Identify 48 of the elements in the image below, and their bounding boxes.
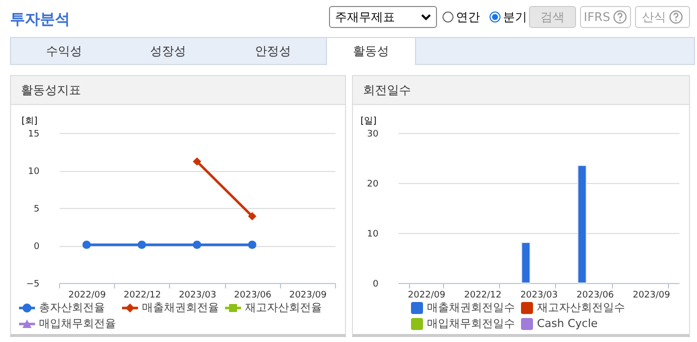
text: 산식 — [642, 8, 666, 26]
x-tick-label: 2023/03 — [178, 290, 216, 300]
x-tick-label: 2023/03 — [520, 290, 558, 300]
y-axis-title: [일] — [360, 116, 377, 126]
legend-label: Cash Cycle — [537, 317, 598, 330]
y-tick-label: 15 — [28, 130, 40, 140]
legend-label: 재고자산회전일수 — [537, 300, 625, 315]
y-tick-label: 10 — [28, 167, 40, 177]
y-tick-label: 20 — [367, 180, 379, 190]
point — [248, 240, 256, 249]
point — [248, 212, 256, 220]
text: 분기 — [503, 9, 527, 26]
x-tick-label: 2023/06 — [576, 290, 614, 300]
x-tick-label: 2022/12 — [124, 290, 161, 300]
y-tick-label: 0 — [34, 242, 40, 252]
y-tick-label: 30 — [367, 130, 379, 140]
text: 활동성 — [326, 37, 416, 65]
x-tick-label: 2023/06 — [234, 290, 272, 300]
y-axis-title: [회] — [22, 116, 38, 126]
point — [138, 240, 146, 249]
legend-label: 총자산회전율 — [39, 300, 105, 315]
legend-label: 매출채권회전율 — [142, 300, 219, 315]
point — [192, 157, 202, 166]
y-tick-label: 0 — [372, 280, 379, 290]
x-tick-label: 2022/12 — [464, 290, 502, 300]
point — [82, 240, 91, 249]
text: 검색 — [540, 8, 564, 26]
legend-label: 매입채무회전일수 — [427, 316, 515, 331]
legend-label: 매입채무회전율 — [39, 316, 116, 331]
chart-title: 활동성지표 — [11, 76, 345, 105]
text: 성장성 — [149, 43, 187, 60]
text: 주재무제표 — [335, 8, 395, 26]
text: IFRS — [584, 10, 610, 24]
chart-title: 회전일수 — [353, 76, 689, 105]
x-tick-label: 2023/09 — [289, 290, 327, 300]
x-tick-label: 2022/09 — [408, 290, 446, 300]
point — [192, 240, 202, 249]
text: 수익성 — [45, 43, 83, 60]
text: 투자분석 — [10, 10, 70, 29]
legend-label: 매출채권회전일수 — [427, 300, 515, 315]
y-tick-label: −5 — [26, 280, 40, 290]
y-tick-label: 5 — [34, 204, 40, 214]
y-tick-label: 10 — [367, 230, 379, 240]
text: 안정성 — [254, 43, 292, 60]
text: 연간 — [456, 9, 480, 26]
x-tick-label: 2022/09 — [68, 290, 106, 300]
legend-label: 재고자산회전율 — [245, 300, 322, 315]
x-tick-label: 2023/09 — [632, 290, 670, 300]
